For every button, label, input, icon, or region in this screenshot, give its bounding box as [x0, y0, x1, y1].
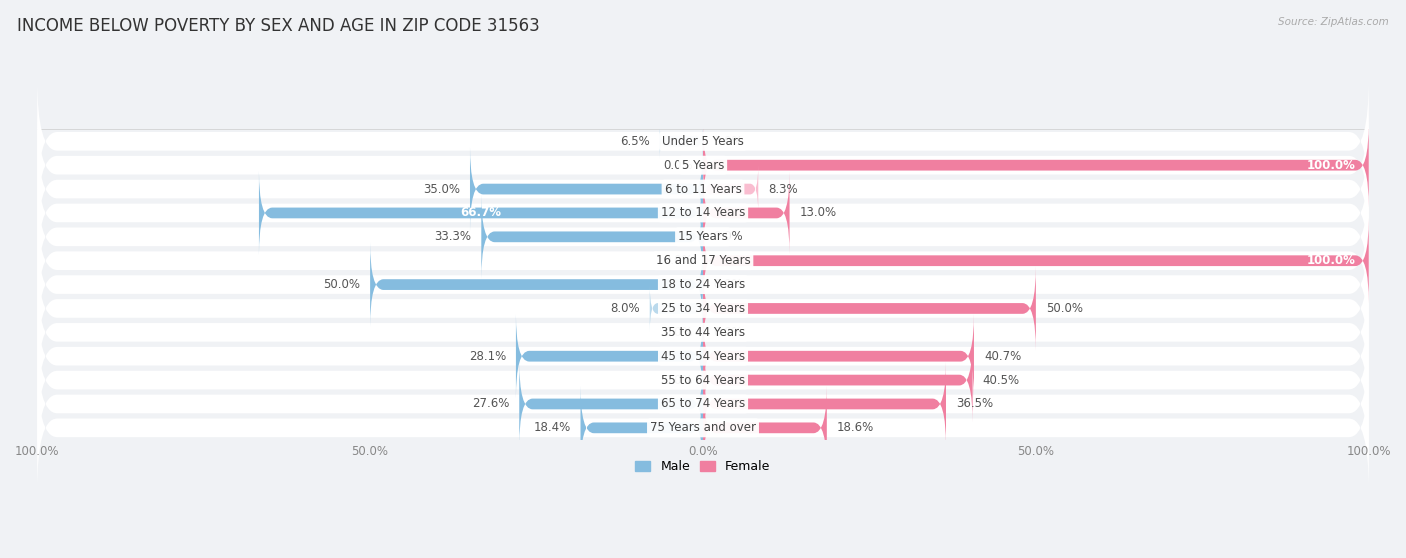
Text: 0.0%: 0.0% — [713, 278, 742, 291]
FancyBboxPatch shape — [37, 341, 1369, 466]
FancyBboxPatch shape — [703, 362, 946, 446]
Text: 0.0%: 0.0% — [664, 374, 693, 387]
Text: 40.5%: 40.5% — [983, 374, 1019, 387]
FancyBboxPatch shape — [37, 103, 1369, 228]
Legend: Male, Female: Male, Female — [631, 456, 775, 477]
Text: 45 to 54 Years: 45 to 54 Years — [661, 350, 745, 363]
Text: 36.5%: 36.5% — [956, 397, 993, 411]
Text: 66.7%: 66.7% — [461, 206, 502, 219]
FancyBboxPatch shape — [703, 165, 758, 213]
Text: 8.3%: 8.3% — [768, 182, 797, 195]
Text: 28.1%: 28.1% — [468, 350, 506, 363]
Text: 6.5%: 6.5% — [620, 135, 650, 148]
FancyBboxPatch shape — [37, 151, 1369, 275]
FancyBboxPatch shape — [470, 147, 703, 232]
FancyBboxPatch shape — [703, 338, 973, 422]
Text: Source: ZipAtlas.com: Source: ZipAtlas.com — [1278, 17, 1389, 27]
FancyBboxPatch shape — [703, 218, 1369, 303]
Text: 40.7%: 40.7% — [984, 350, 1021, 363]
FancyBboxPatch shape — [516, 314, 703, 398]
Text: 0.0%: 0.0% — [664, 158, 693, 172]
FancyBboxPatch shape — [703, 172, 790, 254]
FancyBboxPatch shape — [37, 246, 1369, 371]
Text: 15 Years: 15 Years — [678, 230, 728, 243]
Text: 0.0%: 0.0% — [713, 326, 742, 339]
Text: 0.0%: 0.0% — [713, 135, 742, 148]
Text: 18 to 24 Years: 18 to 24 Years — [661, 278, 745, 291]
FancyBboxPatch shape — [581, 386, 703, 470]
FancyBboxPatch shape — [650, 285, 703, 332]
Text: INCOME BELOW POVERTY BY SEX AND AGE IN ZIP CODE 31563: INCOME BELOW POVERTY BY SEX AND AGE IN Z… — [17, 17, 540, 35]
FancyBboxPatch shape — [37, 365, 1369, 490]
FancyBboxPatch shape — [37, 222, 1369, 347]
Text: 18.6%: 18.6% — [837, 421, 875, 434]
FancyBboxPatch shape — [519, 362, 703, 446]
Text: 5 Years: 5 Years — [682, 158, 724, 172]
Text: 0.0%: 0.0% — [713, 230, 742, 243]
Text: 55 to 64 Years: 55 to 64 Years — [661, 374, 745, 387]
Text: 16 and 17 Years: 16 and 17 Years — [655, 254, 751, 267]
FancyBboxPatch shape — [37, 270, 1369, 395]
Text: 25 to 34 Years: 25 to 34 Years — [661, 302, 745, 315]
Text: 0.0%: 0.0% — [664, 254, 693, 267]
Text: 6 to 11 Years: 6 to 11 Years — [665, 182, 741, 195]
Text: 65 to 74 Years: 65 to 74 Years — [661, 397, 745, 411]
Text: 50.0%: 50.0% — [323, 278, 360, 291]
FancyBboxPatch shape — [703, 386, 827, 470]
Text: 100.0%: 100.0% — [1306, 158, 1355, 172]
FancyBboxPatch shape — [481, 194, 703, 279]
Text: 18.4%: 18.4% — [533, 421, 571, 434]
Text: 75 Years and over: 75 Years and over — [650, 421, 756, 434]
Text: 8.0%: 8.0% — [610, 302, 640, 315]
FancyBboxPatch shape — [37, 127, 1369, 252]
Text: 13.0%: 13.0% — [800, 206, 837, 219]
FancyBboxPatch shape — [37, 79, 1369, 204]
Text: 33.3%: 33.3% — [434, 230, 471, 243]
Text: 50.0%: 50.0% — [1046, 302, 1083, 315]
FancyBboxPatch shape — [370, 242, 703, 327]
FancyBboxPatch shape — [37, 294, 1369, 418]
Text: 35 to 44 Years: 35 to 44 Years — [661, 326, 745, 339]
Text: Under 5 Years: Under 5 Years — [662, 135, 744, 148]
FancyBboxPatch shape — [37, 175, 1369, 299]
Text: 0.0%: 0.0% — [664, 326, 693, 339]
Text: 35.0%: 35.0% — [423, 182, 460, 195]
Text: 100.0%: 100.0% — [1306, 254, 1355, 267]
FancyBboxPatch shape — [659, 123, 703, 159]
FancyBboxPatch shape — [259, 171, 703, 256]
FancyBboxPatch shape — [703, 123, 1369, 208]
FancyBboxPatch shape — [37, 318, 1369, 442]
FancyBboxPatch shape — [37, 199, 1369, 323]
Text: 12 to 14 Years: 12 to 14 Years — [661, 206, 745, 219]
FancyBboxPatch shape — [703, 266, 1036, 351]
FancyBboxPatch shape — [703, 314, 974, 398]
Text: 27.6%: 27.6% — [472, 397, 509, 411]
